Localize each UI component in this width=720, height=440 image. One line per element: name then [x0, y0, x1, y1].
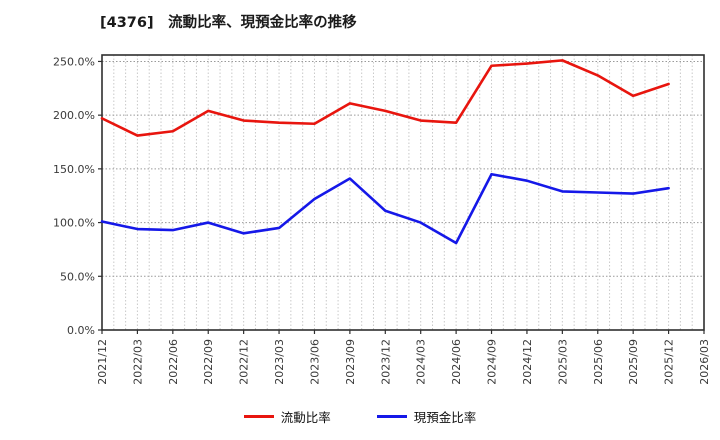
y-tick-label: 50.0% [60, 270, 95, 283]
chart-title: [4376] 流動比率、現預金比率の推移 [100, 15, 357, 31]
y-tick-label: 200.0% [53, 109, 95, 122]
legend-item-current-ratio: 流動比率 [243, 407, 331, 426]
x-tick-label: 2024/09 [486, 339, 499, 385]
legend-label-cash-ratio: 現預金比率 [413, 410, 477, 425]
y-tick-label: 100.0% [53, 217, 95, 230]
x-tick-label: 2023/03 [273, 339, 286, 385]
x-tick-label: 2021/12 [96, 339, 109, 385]
legend-line-swatch-red [243, 415, 274, 418]
x-tick-label: 2025/12 [663, 339, 676, 385]
legend-line-swatch-blue [376, 415, 407, 418]
x-tick-label: 2023/12 [379, 339, 392, 385]
plot-frame [101, 54, 705, 331]
y-tick-label: 250.0% [53, 55, 95, 68]
x-tick-label: 2025/06 [592, 339, 605, 385]
x-tick-label: 2026/03 [698, 339, 711, 385]
x-tick-label: 2024/06 [450, 339, 463, 385]
legend-label-current-ratio: 流動比率 [280, 410, 331, 425]
x-tick-label: 2022/09 [202, 339, 215, 385]
series-line-0 [100, 59, 670, 137]
y-tick-label: 0.0% [67, 324, 95, 337]
series-line-1 [100, 172, 670, 245]
x-tick-label: 2024/03 [415, 339, 428, 385]
x-tick-label: 2022/12 [238, 339, 251, 385]
x-tick-label: 2025/03 [556, 339, 569, 385]
x-tick-label: 2023/06 [308, 339, 321, 385]
x-tick-label: 2022/03 [131, 339, 144, 385]
x-tick-label: 2024/12 [521, 339, 534, 385]
y-tick-label: 150.0% [53, 163, 95, 176]
x-tick-label: 2023/09 [344, 339, 357, 385]
chart-legend: 流動比率 現預金比率 [0, 407, 720, 426]
x-tick-label: 2022/06 [167, 339, 180, 385]
x-tick-label: 2025/09 [627, 339, 640, 385]
legend-item-cash-ratio: 現預金比率 [376, 407, 477, 426]
